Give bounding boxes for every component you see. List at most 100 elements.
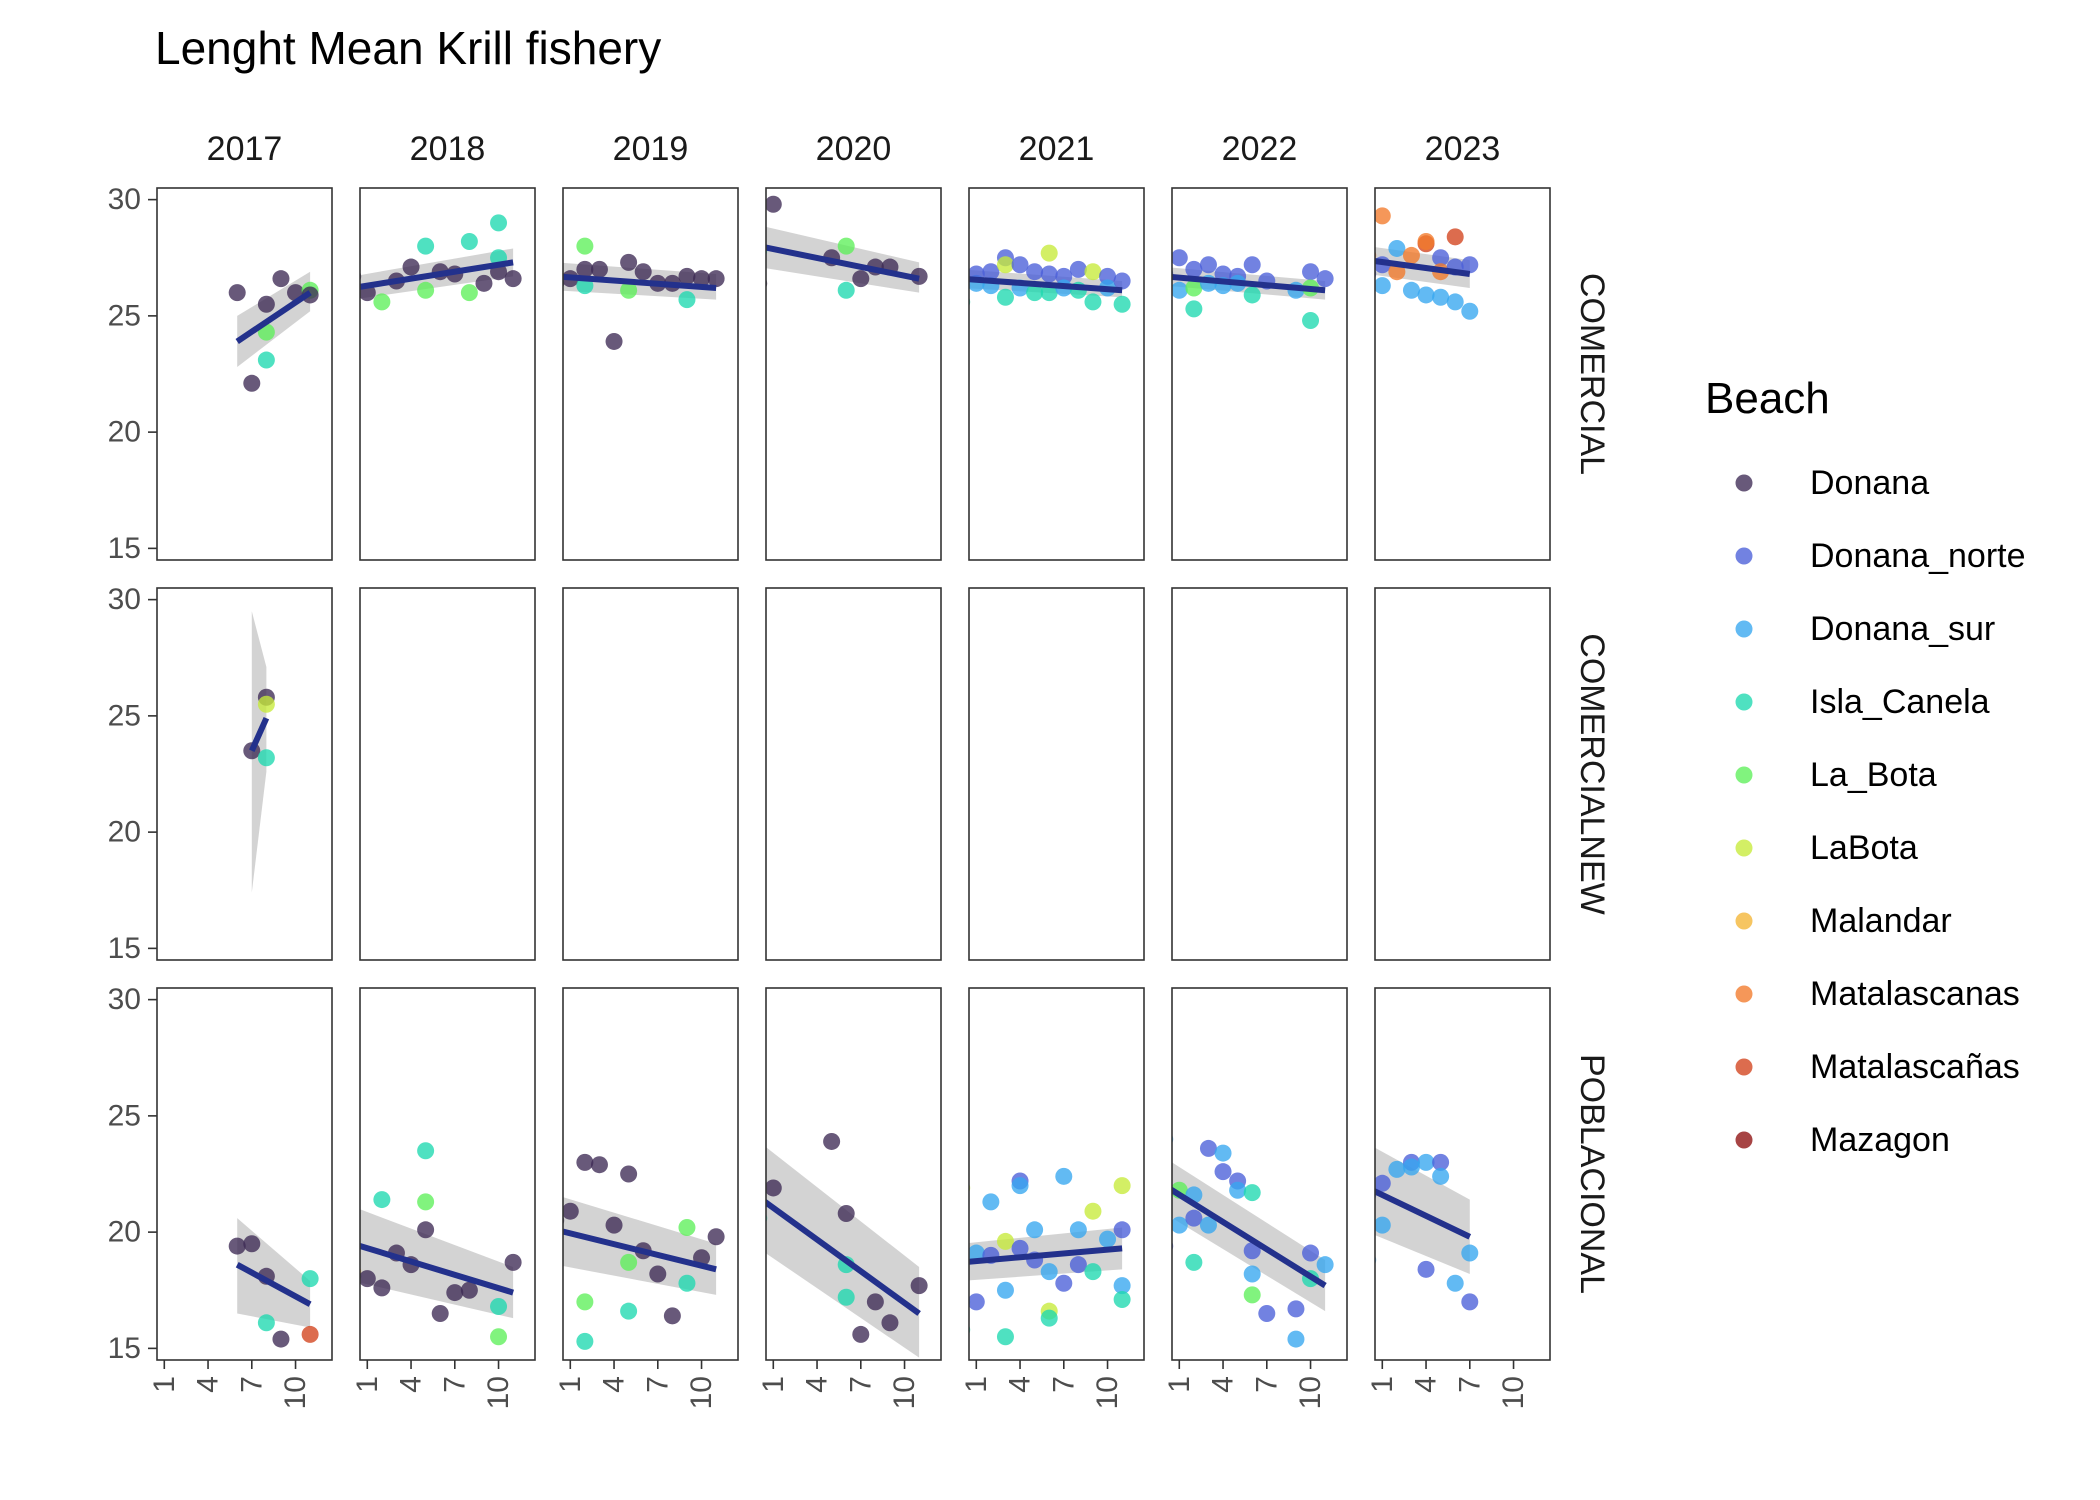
x-tick-label: 10 <box>279 1376 312 1409</box>
panel-border <box>968 587 1145 961</box>
facet-panel <box>968 987 1145 1361</box>
panel-border <box>156 187 333 561</box>
data-point <box>1446 228 1464 246</box>
panel-border <box>1374 587 1551 961</box>
legend-label: Donana_sur <box>1810 610 1995 648</box>
data-point <box>1417 1260 1435 1278</box>
data-point <box>1214 1144 1232 1162</box>
legend-item: Mazagon <box>1735 1121 1950 1159</box>
x-tick-label: 7 <box>1250 1376 1283 1393</box>
data-point <box>1055 267 1073 285</box>
panel-background <box>1375 588 1550 960</box>
data-point <box>766 278 768 288</box>
data-point <box>1185 279 1203 297</box>
legend-label: Donana <box>1810 464 1929 502</box>
x-tick-label: 4 <box>1004 1376 1037 1393</box>
trend-line <box>766 244 920 282</box>
legend-swatch <box>1735 620 1753 638</box>
data-point <box>431 1305 449 1322</box>
x-tick-label: 1 <box>1366 1376 1399 1393</box>
panel-background <box>157 188 332 560</box>
data-point <box>417 1221 435 1239</box>
data-point <box>460 232 478 250</box>
data-point <box>1446 1274 1464 1292</box>
trend-line <box>766 1198 921 1316</box>
trend-line <box>969 276 1123 294</box>
data-point <box>1026 284 1044 302</box>
x-tick-label: 4 <box>598 1376 631 1393</box>
y-tick-label: 20 <box>108 416 141 449</box>
column-strip-label: 2018 <box>410 130 486 168</box>
data-point <box>272 1330 290 1348</box>
x-tick-label: 10 <box>888 1376 921 1409</box>
legend-label: Matalascañas <box>1810 1048 2020 1086</box>
data-point <box>969 281 971 291</box>
panel-background <box>157 588 332 960</box>
y-tick-label: 20 <box>108 1216 141 1249</box>
data-point <box>982 263 1000 281</box>
data-point <box>360 1267 362 1277</box>
data-point <box>417 281 435 299</box>
data-point <box>996 288 1014 306</box>
data-point <box>504 1253 522 1271</box>
data-point <box>490 1298 508 1316</box>
data-point <box>504 270 522 288</box>
data-point <box>969 274 971 284</box>
facet-panel <box>1171 987 1348 1361</box>
data-point <box>1185 1253 1203 1271</box>
data-point <box>563 1216 565 1225</box>
legend-swatch <box>1735 1131 1753 1149</box>
data-point <box>1375 269 1377 279</box>
x-tick-label: 4 <box>395 1376 428 1393</box>
legend-item: Isla_Canela <box>1735 683 1990 721</box>
trend-line <box>249 716 270 752</box>
data-point <box>1185 1209 1203 1227</box>
data-point <box>1040 1263 1058 1281</box>
data-point <box>1375 1190 1377 1200</box>
y-tick-label: 15 <box>108 532 141 565</box>
x-tick-label: 10 <box>482 1376 515 1409</box>
data-point <box>360 1270 376 1288</box>
legend-swatch <box>1735 1058 1753 1076</box>
panel-border <box>1171 587 1348 961</box>
data-point <box>1243 1242 1261 1260</box>
column-strip-label: 2021 <box>1019 130 1095 168</box>
data-point <box>766 1213 768 1223</box>
data-point <box>1375 277 1391 295</box>
data-point <box>678 1274 696 1292</box>
x-tick-label: 1 <box>554 1376 587 1393</box>
data-point <box>678 1218 696 1236</box>
data-point <box>1026 1221 1044 1239</box>
facet-panel <box>562 587 739 961</box>
panel-border <box>1171 987 1348 1361</box>
data-point <box>1388 1160 1406 1178</box>
facet-panel <box>1374 587 1551 961</box>
legend-swatch <box>1735 547 1753 565</box>
legend-label: Matalascanas <box>1810 975 2020 1013</box>
legend-item: Donana_sur <box>1735 610 1995 648</box>
data-point <box>243 1235 261 1253</box>
legend-label: Donana_norte <box>1810 537 2026 575</box>
data-point <box>1185 300 1203 318</box>
row-strip-labels: COMERCIAL COMERCIALNEW POBLACIONAL <box>1573 273 1611 1294</box>
data-point <box>373 1191 391 1209</box>
trend-line <box>235 1262 312 1307</box>
data-point <box>1113 1177 1131 1195</box>
data-point <box>1417 1153 1435 1171</box>
data-point <box>1229 1181 1247 1199</box>
data-point <box>1113 295 1131 313</box>
column-strip-label: 2022 <box>1222 130 1298 168</box>
data-point <box>1417 232 1435 250</box>
x-tick-label: 7 <box>1047 1376 1080 1393</box>
x-tick-label: 1 <box>148 1376 181 1393</box>
data-point <box>1172 1134 1174 1144</box>
panel-background <box>360 588 535 960</box>
data-point <box>837 1288 855 1306</box>
data-point <box>1432 288 1450 306</box>
legend-label: Malandar <box>1810 902 1952 940</box>
data-point <box>1040 265 1058 283</box>
data-point <box>1375 207 1391 225</box>
trend-line <box>235 290 312 344</box>
data-point <box>996 1281 1014 1299</box>
column-strip-label: 2019 <box>613 130 689 168</box>
